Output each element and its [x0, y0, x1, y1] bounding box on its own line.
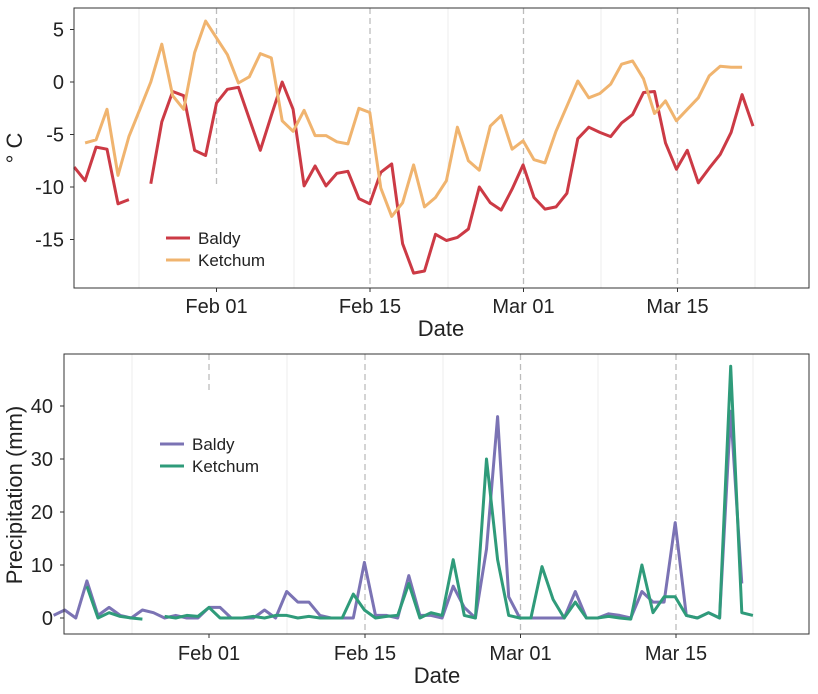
y-tick-label: 5 [53, 20, 64, 42]
series-line-ketchum [84, 19, 743, 218]
legend: Baldy Ketchum [166, 229, 265, 270]
legend: Baldy Ketchum [160, 435, 259, 476]
series-line-baldy [73, 80, 755, 275]
y-tick-label: -15 [35, 230, 64, 252]
legend-label-baldy: Baldy [192, 435, 235, 454]
y-tick-label: -10 [35, 177, 64, 199]
x-tick-label: Feb 15 [339, 296, 401, 318]
x-tick-label: Mar 01 [492, 296, 554, 318]
plot-frame [63, 353, 810, 635]
legend-label-baldy: Baldy [198, 229, 241, 248]
x-tick-label: Mar 15 [645, 643, 707, 665]
x-tick-label: Feb 15 [334, 643, 396, 665]
temperature-chart: 5 0 -5 -10 -15 Feb 01 Feb 15 Mar 01 Mar 15 Date ° … [2, 7, 810, 341]
y-axis-title: Precipitation (mm) [2, 406, 27, 584]
x-tick-label: Mar 01 [489, 643, 551, 665]
legend-label-ketchum: Ketchum [192, 457, 259, 476]
y-tick-label: 0 [42, 608, 53, 630]
y-axis-title: ° C [2, 132, 27, 163]
plot-frame [73, 7, 810, 289]
y-tick-label: 0 [53, 72, 64, 94]
y-tick-label: 40 [31, 396, 53, 418]
legend-label-ketchum: Ketchum [198, 251, 265, 270]
y-tick-label: 30 [31, 449, 53, 471]
x-tick-label: Mar 15 [646, 296, 708, 318]
y-tick-label: 20 [31, 502, 53, 524]
y-tick-label: -5 [46, 125, 64, 147]
x-axis-title: Date [418, 316, 464, 341]
x-axis-title: Date [414, 663, 460, 688]
x-tick-label: Feb 01 [185, 296, 247, 318]
x-tick-label: Feb 01 [178, 643, 240, 665]
series-line-ketchum [85, 364, 754, 621]
precipitation-chart: 0 10 20 30 40 Feb 01 Feb 15 Mar 01 Mar 15 Date Pre… [2, 353, 810, 688]
y-tick-label: 10 [31, 555, 53, 577]
